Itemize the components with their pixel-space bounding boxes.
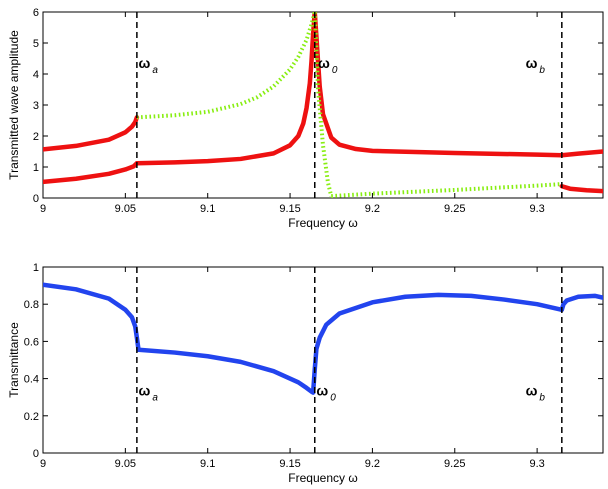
x-tick-label: 9.05 xyxy=(115,203,136,215)
series-group xyxy=(43,12,603,198)
y-tick-label: 0.2 xyxy=(24,411,39,423)
omega-subscript: 0 xyxy=(330,392,336,403)
y-tick-label: 0 xyxy=(33,448,39,460)
x-tick-label: 9.05 xyxy=(115,458,136,470)
x-tick-label: 9.25 xyxy=(444,203,465,215)
x-tick-label: 9.2 xyxy=(365,203,380,215)
green-dotted-line xyxy=(312,12,334,197)
transmittance-line xyxy=(310,292,565,395)
omega-subscript: b xyxy=(539,65,545,76)
transmittance-line xyxy=(136,347,316,395)
omega-symbol: ω xyxy=(318,55,330,71)
y-tick-label: 0 xyxy=(33,193,39,205)
omega-subscript: b xyxy=(539,392,545,403)
omega-symbol: ω xyxy=(139,55,151,71)
transmittance-line xyxy=(43,282,141,353)
x-axis-label: Frequency ω xyxy=(288,216,357,230)
lower-red-line xyxy=(43,161,140,185)
y-tick-label: 0.4 xyxy=(24,374,39,386)
y-tick-label: 6 xyxy=(33,7,39,19)
y-tick-label: 3 xyxy=(33,100,39,112)
upper-red-line xyxy=(559,149,603,158)
omega-subscript: a xyxy=(152,65,158,76)
x-tick-label: 9 xyxy=(40,458,46,470)
x-axis-label: Frequency ω xyxy=(288,471,357,485)
y-tick-label: 0.8 xyxy=(24,299,39,311)
omega-symbol: ω xyxy=(316,382,328,398)
green-dotted-line xyxy=(331,182,562,198)
plot-area xyxy=(42,266,604,454)
x-tick-label: 9.15 xyxy=(279,203,300,215)
y-tick-label: 0.6 xyxy=(24,336,39,348)
upper-red-line xyxy=(134,12,318,166)
top-chart-panel: 9 9.05 9.1 9.15 9.2 9.25 9.3 0 1 2 3 4 5 6 Frequency ω… xyxy=(7,7,604,230)
x-tick-label: 9.3 xyxy=(529,458,544,470)
upper-red-line xyxy=(312,12,565,158)
x-tick-label: 9.1 xyxy=(200,458,215,470)
x-tick-label: 9 xyxy=(40,203,46,215)
x-tick-label: 9.3 xyxy=(529,203,544,215)
omega-symbol: ω xyxy=(526,382,538,398)
series-group xyxy=(43,282,603,395)
upper-red-line xyxy=(43,115,140,152)
y-tick-label: 4 xyxy=(33,69,39,81)
y-tick-label: 1 xyxy=(33,162,39,174)
y-tick-label: 5 xyxy=(33,38,39,50)
omega-symbol: ω xyxy=(139,382,151,398)
omega-subscript: 0 xyxy=(332,65,338,76)
y-tick-label: 2 xyxy=(33,131,39,143)
x-tick-label: 9.15 xyxy=(279,458,300,470)
lower-red-line xyxy=(559,183,603,194)
x-tick-label: 9.1 xyxy=(200,203,215,215)
omega-subscript: a xyxy=(152,392,158,403)
y-axis-label: Transmittance xyxy=(7,322,21,398)
y-axis-label: Transmitted wave amplitude xyxy=(7,30,21,180)
y-tick-label: 1 xyxy=(33,262,39,274)
omega-symbol: ω xyxy=(526,55,538,71)
bottom-chart-panel: 9 9.05 9.1 9.15 9.2 9.25 9.3 0 0.2 0.4 0.6 0.8 1 Freq… xyxy=(7,262,604,485)
x-tick-label: 9.2 xyxy=(365,458,380,470)
green-dotted-line xyxy=(136,12,317,120)
x-tick-label: 9.25 xyxy=(444,458,465,470)
transmittance-line xyxy=(559,293,603,313)
